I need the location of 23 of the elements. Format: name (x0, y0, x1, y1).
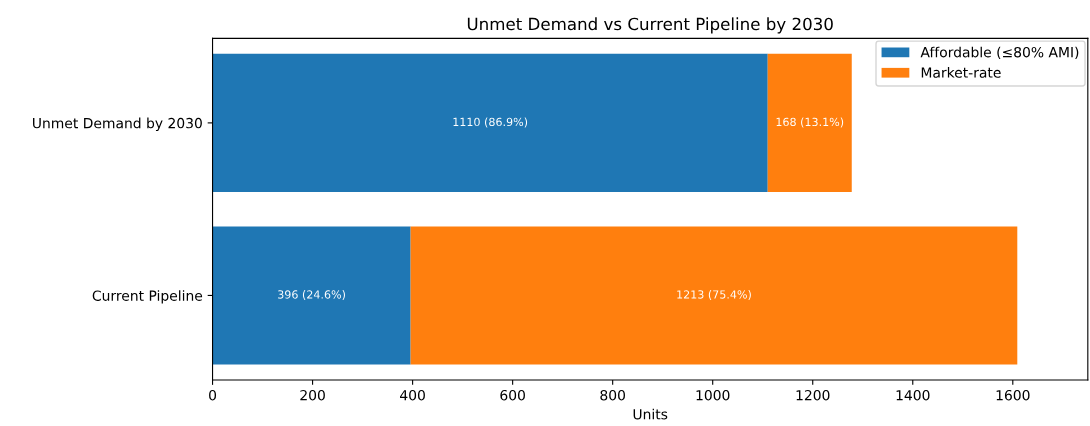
x-tick-label: 1000 (696, 389, 730, 401)
x-axis-title: Units (633, 408, 668, 420)
data-label: 1213 (75.4%) (677, 290, 751, 300)
x-tick-label: 1600 (996, 389, 1030, 401)
data-label: 168 (13.1%) (776, 117, 844, 128)
legend-label: Affordable (≤80% AMI) (920, 46, 1079, 60)
x-tick-label: 0 (209, 389, 217, 401)
bar (410, 226, 1018, 365)
legend-label: Market-rate (921, 67, 1001, 78)
bar (212, 53, 768, 192)
x-tick-label: 600 (500, 389, 525, 401)
bar (212, 226, 411, 365)
chart-title: Unmet Demand vs Current Pipeline by 2030 (467, 17, 833, 34)
x-tick-label: 1400 (896, 389, 930, 401)
x-tick-label: 800 (600, 389, 626, 401)
x-tick-label: 1200 (796, 389, 830, 401)
data-label: 1110 (86.9%) (453, 117, 528, 128)
bar (767, 53, 852, 192)
y-tick-label: Current Pipeline (92, 290, 203, 304)
x-tick-label: 200 (300, 389, 325, 401)
y-tick-label: Unmet Demand by 2030 (33, 117, 202, 132)
data-label: 396 (24.6%) (278, 290, 345, 300)
x-tick-label: 400 (400, 389, 425, 401)
